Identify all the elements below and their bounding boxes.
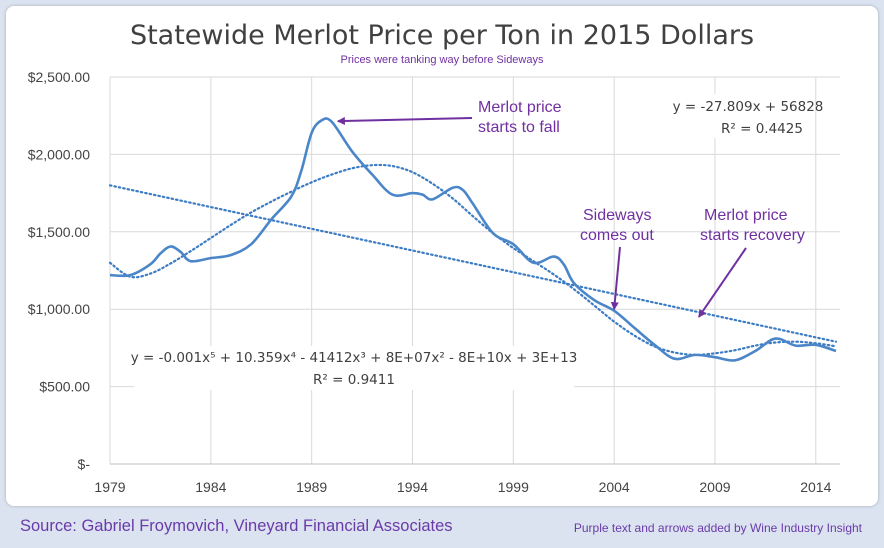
chart: $- $500.00 $1,000.00 $1,500.00 $2,000.00 $2,5…: [28, 20, 840, 495]
poly-r2: R² = 0.9411: [313, 372, 395, 388]
y-tick-label: $2,500.00: [28, 69, 90, 85]
y-tick-label: $2,000.00: [28, 146, 90, 162]
annotation-recovery-line1: Merlot price: [704, 207, 788, 224]
poly-equation: y = -0.001x⁵ + 10.359x⁴ - 41412x³ + 8E+0…: [131, 350, 578, 366]
annotation-sideways-line1: Sideways: [583, 207, 651, 224]
annotation-sideways-line2: comes out: [580, 227, 654, 244]
chart-subtitle: Prices were tanking way before Sideways: [341, 54, 544, 66]
source-footer: Source: Gabriel Froymovich, Vineyard Fin…: [20, 517, 453, 535]
annotation-recovery-arrow: [698, 247, 747, 318]
x-tick-label: 1979: [94, 479, 125, 495]
x-tick-label: 1999: [498, 479, 529, 495]
series: [108, 117, 838, 362]
annotation-fall-line1: Merlot price: [478, 99, 562, 116]
x-tick-label: 2004: [599, 479, 630, 495]
x-tick-label: 1994: [397, 479, 428, 495]
x-tick-label: 2014: [800, 479, 831, 495]
attribution-note: Purple text and arrows added by Wine Ind…: [573, 521, 862, 535]
x-tick-label: 2009: [699, 479, 730, 495]
polynomial-trendline: [108, 163, 838, 357]
y-tick-label: $1,000.00: [28, 301, 90, 317]
annotation-fall-arrow: [336, 116, 473, 125]
y-tick-label: $500.00: [39, 379, 90, 395]
chart-title: Statewide Merlot Price per Ton in 2015 D…: [130, 20, 754, 51]
y-tick-label: $1,500.00: [28, 224, 90, 240]
axis-ticks: $- $500.00 $1,000.00 $1,500.00 $2,000.00 $2,5…: [28, 69, 832, 495]
price-line: [109, 117, 837, 362]
annotation-sideways-arrow: [610, 246, 621, 311]
grid: [109, 76, 840, 465]
linear-equation: y = -27.809x + 56828: [673, 99, 824, 115]
x-tick-label: 1984: [195, 479, 226, 495]
linear-equation-box: [684, 94, 814, 138]
x-tick-label: 1989: [296, 479, 327, 495]
annotation-recovery-line2: starts recovery: [700, 227, 805, 244]
annotation-fall-line2: starts to fall: [478, 119, 560, 136]
poly-equation-box: [134, 346, 574, 390]
linear-trendline: [108, 184, 838, 343]
linear-r2: R² = 0.4425: [721, 121, 803, 137]
y-tick-label: $-: [78, 456, 91, 472]
chart-card: $- $500.00 $1,000.00 $1,500.00 $2,000.00 $2,5…: [6, 6, 878, 506]
